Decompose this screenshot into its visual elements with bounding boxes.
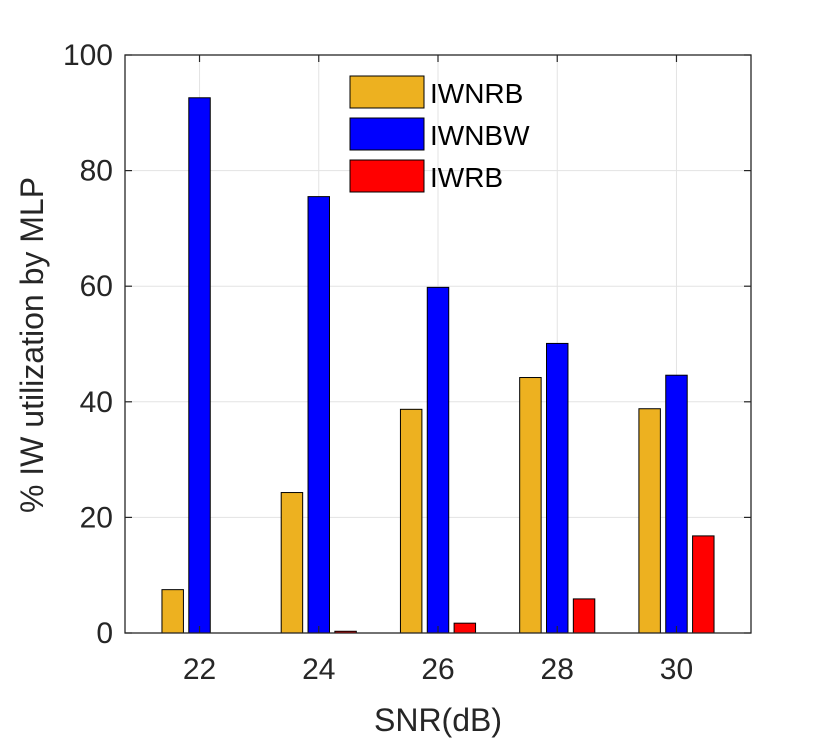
- x-tick-label: 22: [183, 653, 216, 686]
- y-tick-label: 0: [96, 617, 113, 650]
- y-tick-label: 100: [63, 39, 113, 72]
- x-tick-label: 28: [541, 653, 574, 686]
- bar-iwnbw: [546, 342, 569, 634]
- y-axis-title: % IW utilization by MLP: [14, 177, 50, 513]
- bar-iwnrb: [638, 408, 661, 634]
- y-tick-label: 80: [80, 155, 113, 188]
- bar-iwrb: [692, 535, 715, 634]
- x-axis-title: SNR(dB): [374, 702, 502, 738]
- bar-iwrb: [453, 622, 477, 634]
- bar-iwnbw: [426, 286, 450, 634]
- x-tick-label: 30: [660, 653, 693, 686]
- legend-swatch-iwnrb: [349, 75, 425, 109]
- x-tick-label: 26: [421, 653, 454, 686]
- bar-iwrb: [572, 598, 596, 634]
- legend: IWNRB IWNBW IWRB: [349, 75, 530, 193]
- y-tick-label: 40: [80, 386, 113, 419]
- y-tick-label: 20: [80, 501, 113, 534]
- x-tick-labels: 22 24 26 28 30: [183, 653, 693, 686]
- bar-iwnbw: [188, 97, 211, 634]
- x-tick-label: 24: [302, 653, 335, 686]
- bar-iwnbw: [307, 196, 330, 634]
- legend-label-iwnrb: IWNRB: [430, 78, 523, 109]
- bar-iwnrb: [161, 589, 184, 634]
- bar-iwnrb: [399, 408, 423, 634]
- legend-label-iwrb: IWRB: [430, 162, 503, 193]
- legend-swatch-iwrb: [349, 159, 425, 193]
- ticks: [125, 54, 751, 634]
- bar-iwnrb: [519, 377, 542, 634]
- bar-iwnrb: [280, 492, 304, 634]
- legend-swatch-iwnbw: [349, 117, 425, 151]
- bar-iwnbw: [665, 374, 688, 634]
- legend-label-iwnbw: IWNBW: [430, 120, 530, 151]
- y-tick-labels: 0 20 40 60 80 100: [63, 39, 113, 650]
- y-tick-label: 60: [80, 270, 113, 303]
